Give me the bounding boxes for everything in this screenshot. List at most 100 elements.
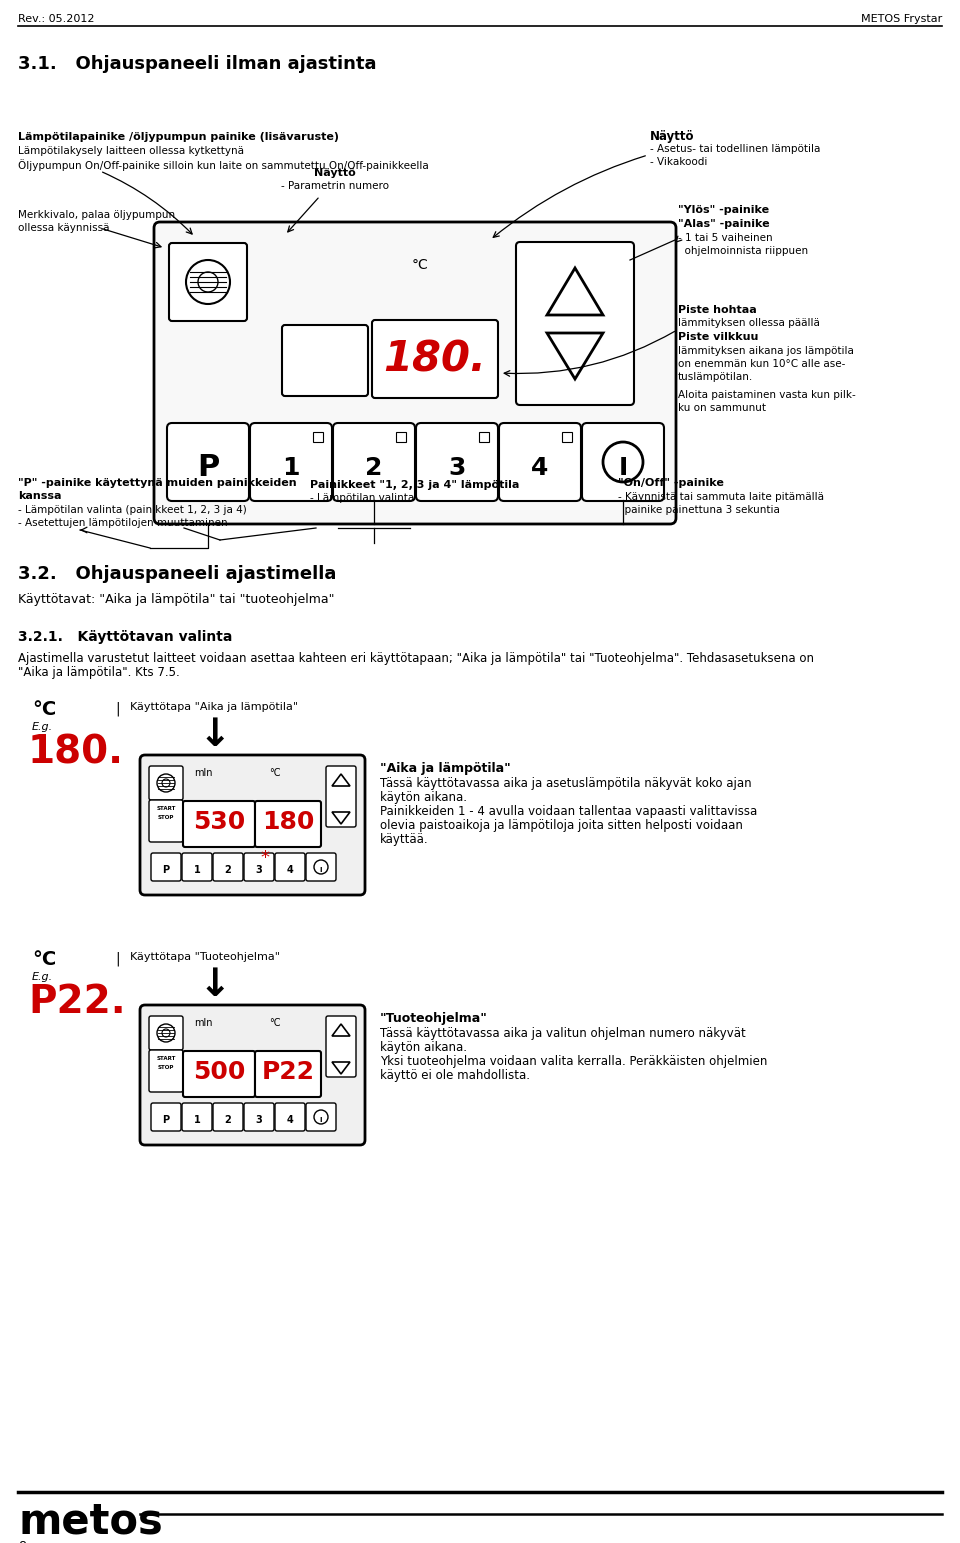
FancyBboxPatch shape xyxy=(306,1103,336,1131)
Text: 2: 2 xyxy=(225,1116,231,1125)
Text: 1: 1 xyxy=(282,457,300,480)
Text: ↓: ↓ xyxy=(199,966,231,1004)
Text: "Ylös" -painike: "Ylös" -painike xyxy=(678,205,769,214)
Text: 2: 2 xyxy=(225,866,231,875)
FancyBboxPatch shape xyxy=(372,319,498,398)
Text: Tässä käyttötavassa aika ja valitun ohjelman numero näkyvät: Tässä käyttötavassa aika ja valitun ohje… xyxy=(380,1028,746,1040)
FancyBboxPatch shape xyxy=(306,853,336,881)
FancyBboxPatch shape xyxy=(154,222,676,525)
Text: P: P xyxy=(162,866,170,875)
Text: STOP: STOP xyxy=(157,1065,174,1069)
Text: 3: 3 xyxy=(255,1116,262,1125)
Text: "Tuoteohjelma": "Tuoteohjelma" xyxy=(380,1012,488,1025)
FancyBboxPatch shape xyxy=(275,1103,305,1131)
Text: ku on sammunut: ku on sammunut xyxy=(678,403,766,414)
FancyBboxPatch shape xyxy=(183,801,255,847)
Text: 3: 3 xyxy=(448,457,466,480)
Text: Käyttötavat: "Aika ja lämpötila" tai "tuoteohjelma": Käyttötavat: "Aika ja lämpötila" tai "tu… xyxy=(18,593,334,606)
FancyBboxPatch shape xyxy=(244,853,274,881)
Text: 2: 2 xyxy=(366,457,383,480)
Text: P: P xyxy=(162,1116,170,1125)
Text: painike painettuna 3 sekuntia: painike painettuna 3 sekuntia xyxy=(618,505,780,515)
FancyBboxPatch shape xyxy=(167,423,249,501)
FancyBboxPatch shape xyxy=(149,765,183,799)
Text: Käyttötapa "Aika ja lämpötila": Käyttötapa "Aika ja lämpötila" xyxy=(130,702,299,711)
FancyBboxPatch shape xyxy=(182,853,212,881)
Text: ollessa käynnissä: ollessa käynnissä xyxy=(18,224,109,233)
Text: 180.: 180. xyxy=(28,733,124,772)
FancyBboxPatch shape xyxy=(140,755,365,895)
Text: tuslämpötilan.: tuslämpötilan. xyxy=(678,372,754,383)
Text: kanssa: kanssa xyxy=(18,491,61,501)
Text: Näyttö: Näyttö xyxy=(650,130,694,143)
Text: Öljypumpun On/Off-painike silloin kun laite on sammutettu On/Off-painikkeella: Öljypumpun On/Off-painike silloin kun la… xyxy=(18,159,429,171)
FancyBboxPatch shape xyxy=(169,242,247,321)
FancyBboxPatch shape xyxy=(213,1103,243,1131)
Text: - Asetettujen lämpötilojen muuttaminen: - Asetettujen lämpötilojen muuttaminen xyxy=(18,518,228,528)
Text: "Aika ja lämpötila": "Aika ja lämpötila" xyxy=(380,762,511,775)
Text: "P" -painike käytettynä muiden painikkeiden: "P" -painike käytettynä muiden painikkei… xyxy=(18,478,297,488)
FancyBboxPatch shape xyxy=(244,1103,274,1131)
Text: °C: °C xyxy=(269,1018,280,1028)
Text: P22: P22 xyxy=(261,1060,315,1085)
Text: START: START xyxy=(156,1055,176,1062)
Text: 4: 4 xyxy=(287,1116,294,1125)
FancyBboxPatch shape xyxy=(275,853,305,881)
FancyBboxPatch shape xyxy=(213,853,243,881)
Text: P22.: P22. xyxy=(28,983,126,1021)
Text: lämmityksen aikana jos lämpötila: lämmityksen aikana jos lämpötila xyxy=(678,346,853,356)
Text: START: START xyxy=(156,805,176,812)
Text: °C: °C xyxy=(269,768,280,778)
Text: käyttö ei ole mahdollista.: käyttö ei ole mahdollista. xyxy=(380,1069,530,1082)
Text: °C: °C xyxy=(32,701,57,719)
Text: "On/Off" -painike: "On/Off" -painike xyxy=(618,478,724,488)
Bar xyxy=(313,432,323,441)
Text: 1: 1 xyxy=(194,1116,201,1125)
Text: mln: mln xyxy=(194,1018,212,1028)
Text: käyttää.: käyttää. xyxy=(380,833,428,846)
Text: |: | xyxy=(115,702,120,716)
Text: Lämpötilapainike /öljypumpun painike (lisävaruste): Lämpötilapainike /öljypumpun painike (li… xyxy=(18,133,339,142)
Text: Tässä käyttötavassa aika ja asetuslämpötila näkyvät koko ajan: Tässä käyttötavassa aika ja asetuslämpöt… xyxy=(380,778,752,790)
Text: |: | xyxy=(115,952,120,966)
Text: 180: 180 xyxy=(262,810,314,835)
Text: STOP: STOP xyxy=(157,815,174,819)
Text: Piste hohtaa: Piste hohtaa xyxy=(678,306,756,315)
Text: "Aika ja lämpötila". Kts 7.5.: "Aika ja lämpötila". Kts 7.5. xyxy=(18,667,180,679)
Text: lämmityksen ollessa päällä: lämmityksen ollessa päällä xyxy=(678,318,820,329)
Text: 3.2.1.   Käyttötavan valinta: 3.2.1. Käyttötavan valinta xyxy=(18,630,232,643)
Text: - Käynnistä tai sammuta laite pitämällä: - Käynnistä tai sammuta laite pitämällä xyxy=(618,492,824,501)
Text: Lämpötilakysely laitteen ollessa kytkettynä: Lämpötilakysely laitteen ollessa kytkett… xyxy=(18,147,244,156)
FancyBboxPatch shape xyxy=(149,1015,183,1049)
Bar xyxy=(562,432,572,441)
FancyBboxPatch shape xyxy=(333,423,415,501)
Text: E.g.: E.g. xyxy=(32,722,53,731)
Text: I: I xyxy=(320,867,323,873)
FancyBboxPatch shape xyxy=(499,423,581,501)
FancyBboxPatch shape xyxy=(255,801,321,847)
Text: Merkkivalo, palaa öljypumpun: Merkkivalo, palaa öljypumpun xyxy=(18,210,175,221)
Text: - Parametrin numero: - Parametrin numero xyxy=(281,181,389,191)
Text: *: * xyxy=(260,849,269,867)
Text: on enemmän kun 10°C alle ase-: on enemmän kun 10°C alle ase- xyxy=(678,360,846,369)
Text: I: I xyxy=(320,1117,323,1123)
Text: °C: °C xyxy=(32,950,57,969)
FancyBboxPatch shape xyxy=(149,1049,183,1092)
Text: °C: °C xyxy=(412,258,428,272)
Text: Rev.: 05.2012: Rev.: 05.2012 xyxy=(18,14,94,25)
Text: käytön aikana.: käytön aikana. xyxy=(380,1042,467,1054)
FancyBboxPatch shape xyxy=(326,765,356,827)
Text: Piste vilkkuu: Piste vilkkuu xyxy=(678,332,758,343)
FancyBboxPatch shape xyxy=(282,326,368,397)
Text: 530: 530 xyxy=(193,810,245,835)
Text: Painikkeiden 1 - 4 avulla voidaan tallentaa vapaasti valittavissa: Painikkeiden 1 - 4 avulla voidaan tallen… xyxy=(380,805,757,818)
Text: Painikkeet "1, 2, 3 ja 4" lämpötila: Painikkeet "1, 2, 3 ja 4" lämpötila xyxy=(310,480,519,491)
Text: mln: mln xyxy=(194,768,212,778)
Bar xyxy=(479,432,489,441)
Text: Näyttö: Näyttö xyxy=(314,168,356,177)
FancyBboxPatch shape xyxy=(250,423,332,501)
Text: "Alas" -painike: "Alas" -painike xyxy=(678,219,770,228)
Text: 3.1.   Ohjauspaneeli ilman ajastinta: 3.1. Ohjauspaneeli ilman ajastinta xyxy=(18,56,376,73)
FancyBboxPatch shape xyxy=(326,1015,356,1077)
FancyBboxPatch shape xyxy=(516,242,634,404)
